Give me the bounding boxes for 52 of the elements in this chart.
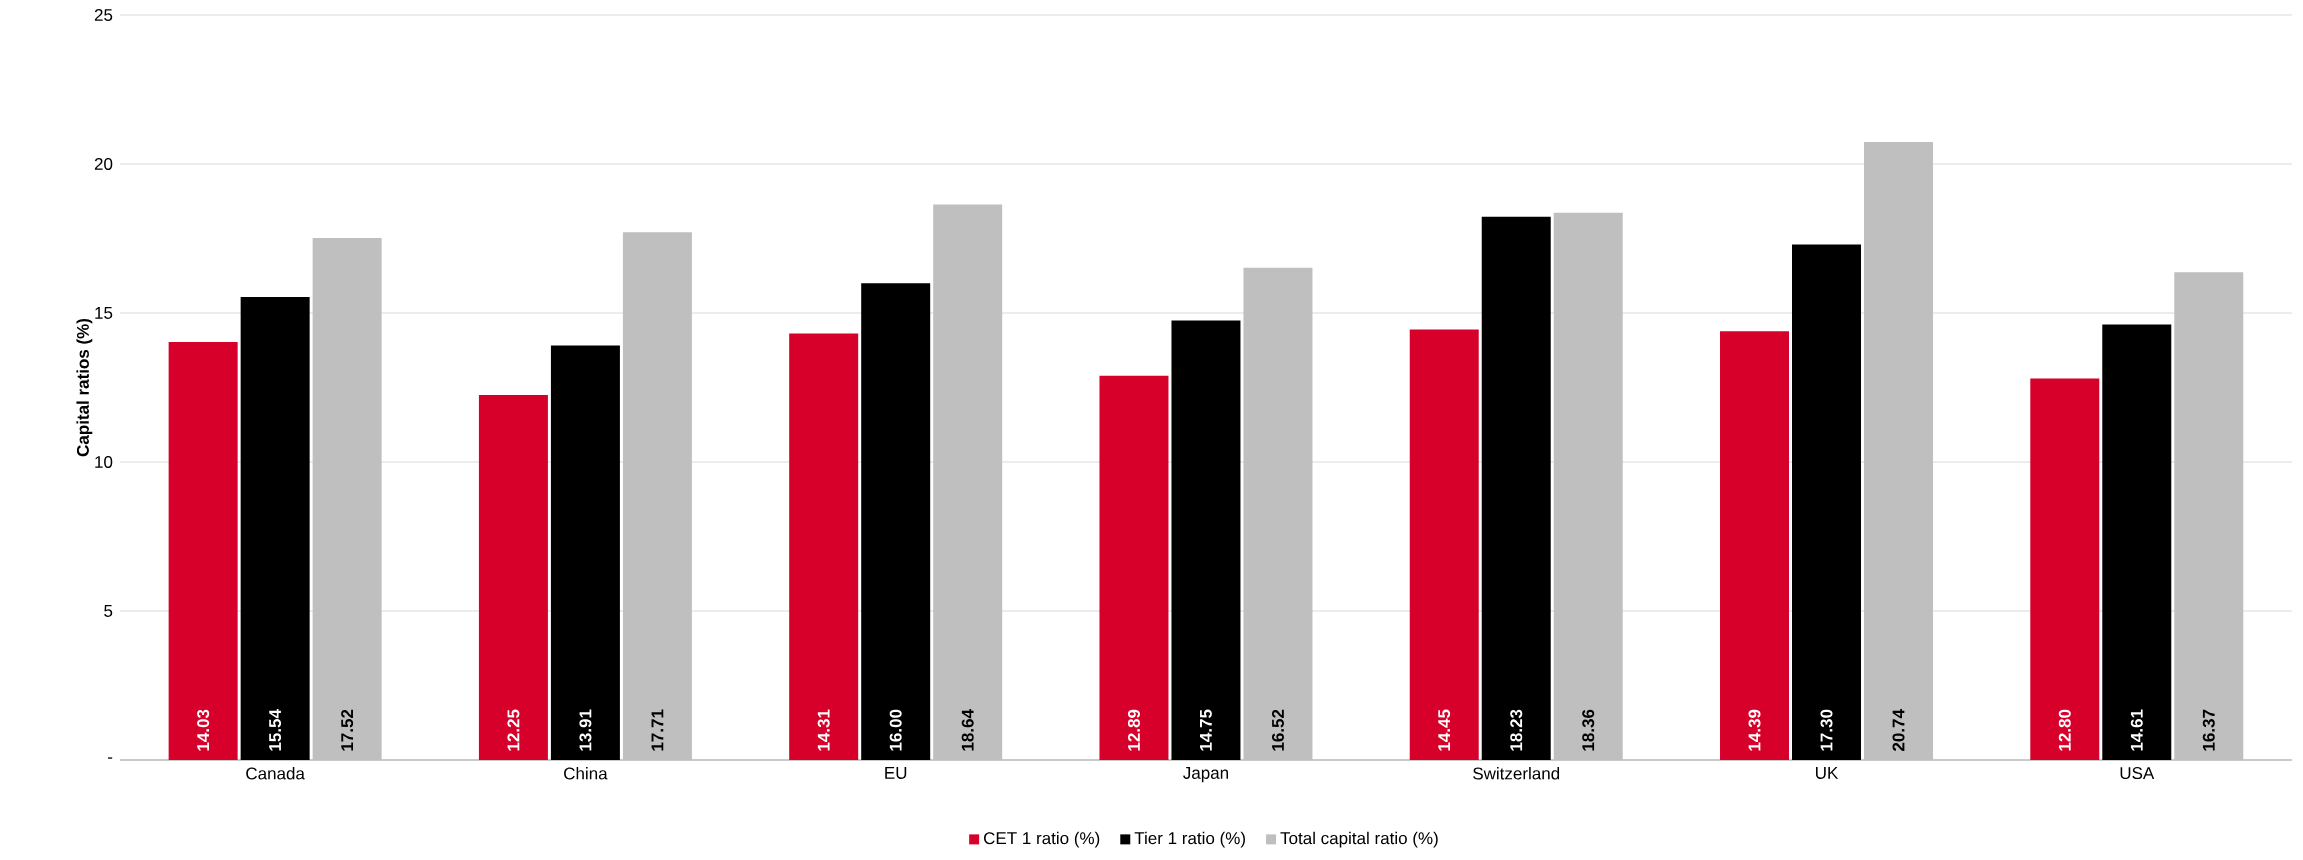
data-label: 14.03 <box>197 709 210 751</box>
y-tick-label: 10 <box>95 455 113 468</box>
data-label: 17.30 <box>1820 709 1833 751</box>
bar <box>2030 378 2100 760</box>
x-tick-label: Canada <box>246 767 305 780</box>
x-tick-label: USA <box>2120 767 2155 780</box>
data-label: 20.74 <box>1892 709 1905 751</box>
data-label: 12.89 <box>1127 709 1140 751</box>
bar <box>861 283 931 760</box>
data-label: 14.39 <box>1748 709 1761 751</box>
data-label: 15.54 <box>269 709 282 751</box>
data-label: 18.64 <box>961 709 974 751</box>
bar <box>478 394 548 760</box>
y-tick-label: 5 <box>104 605 113 617</box>
data-label: 18.36 <box>1582 709 1595 751</box>
data-label: 14.45 <box>1438 709 1451 751</box>
data-label: 14.75 <box>1200 709 1212 751</box>
data-label: 16.00 <box>889 709 902 751</box>
bar <box>1409 329 1479 760</box>
data-label: 12.25 <box>507 709 520 751</box>
data-label: 16.37 <box>2202 709 2215 751</box>
bar <box>1720 331 1790 760</box>
x-tick-label: China <box>564 767 608 780</box>
bar <box>789 333 859 760</box>
x-tick-label: EU <box>885 767 907 779</box>
legend-label: Tier 1 ratio (%) <box>1134 831 1245 848</box>
legend-label: CET 1 ratio (%) <box>984 831 1100 848</box>
legend-label: Total capital ratio (%) <box>1280 831 1438 848</box>
x-tick-label: Japan <box>1183 767 1228 783</box>
data-label: 13.91 <box>579 709 592 751</box>
data-label: 17.71 <box>651 709 664 751</box>
bar <box>550 345 620 760</box>
bar <box>1792 244 1862 760</box>
y-tick-label: 25 <box>94 8 113 21</box>
y-tick-label: 20 <box>94 157 113 170</box>
data-label: 14.61 <box>2130 709 2143 751</box>
y-axis-title: Capital ratios (%) <box>76 318 93 457</box>
data-label: 14.31 <box>817 709 830 751</box>
data-label: 17.52 <box>341 709 354 751</box>
data-label: 18.23 <box>1510 709 1523 751</box>
bar <box>1481 216 1551 760</box>
x-tick-label: UK <box>1816 767 1839 779</box>
x-tick-label: Switzerland <box>1473 767 1560 780</box>
bar <box>2102 324 2172 760</box>
bar <box>1099 375 1169 760</box>
y-tick-label: - <box>108 757 113 759</box>
y-tick-label: 15 <box>95 307 113 319</box>
data-label: 16.52 <box>1271 709 1284 751</box>
bar <box>240 296 310 760</box>
data-label: 12.80 <box>2058 709 2071 751</box>
bar <box>168 341 238 760</box>
bar <box>1171 320 1241 760</box>
